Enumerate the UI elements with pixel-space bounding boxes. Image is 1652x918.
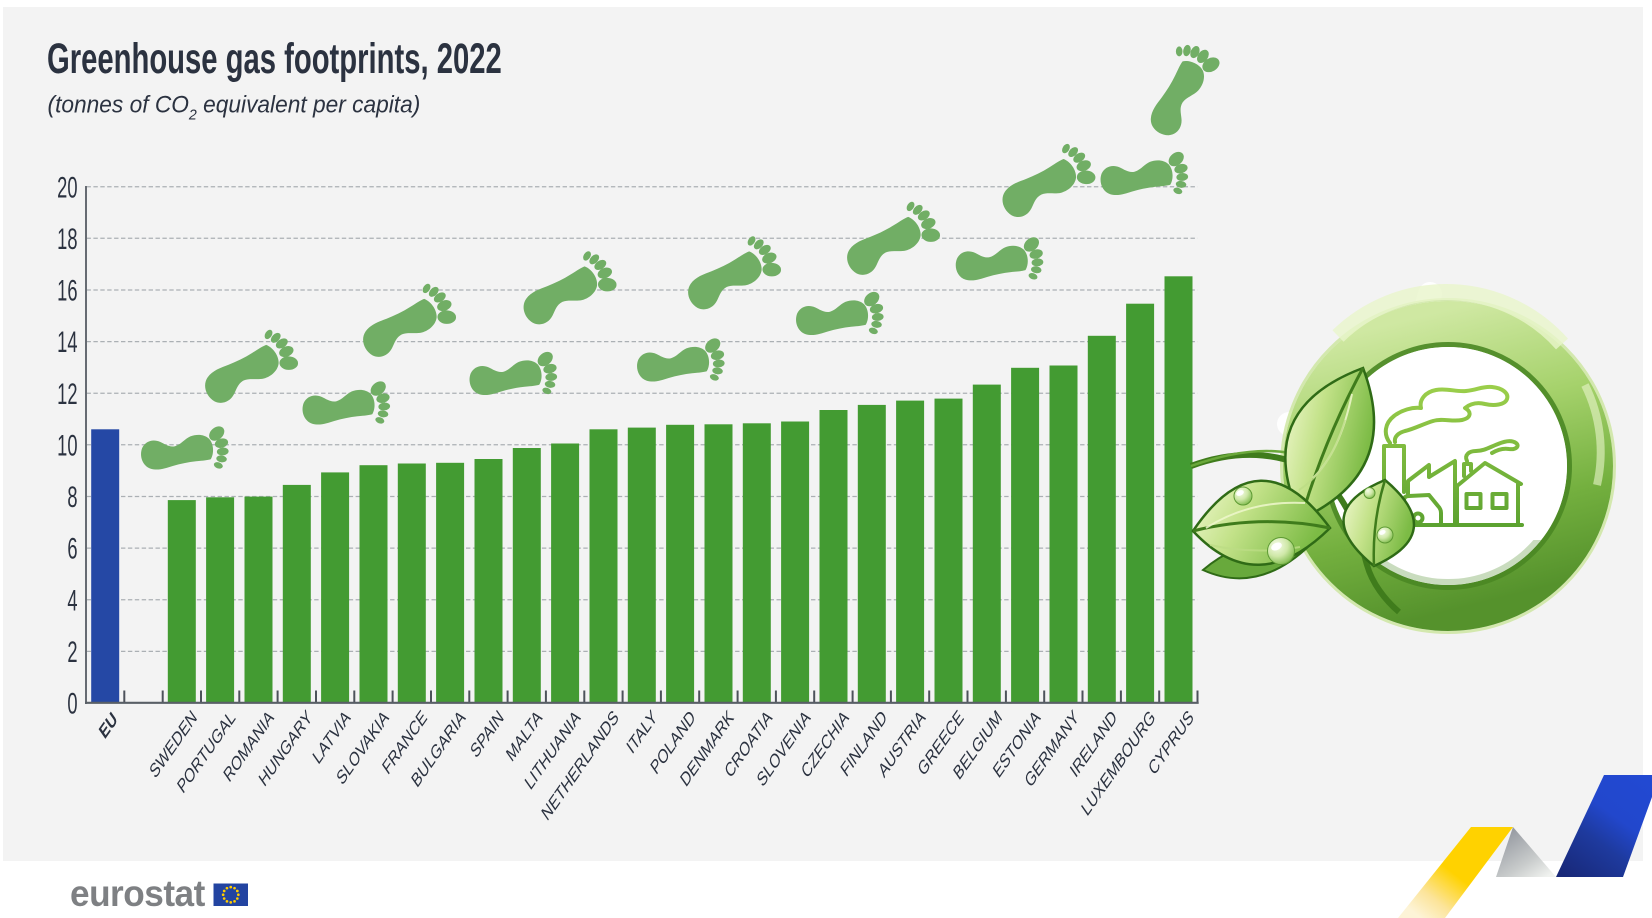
svg-text:Greenhouse gas footprints, 202: Greenhouse gas footprints, 2022 [47,34,502,82]
svg-text:0: 0 [67,688,77,720]
svg-text:12: 12 [57,379,77,411]
svg-text:10: 10 [57,430,77,462]
svg-text:6: 6 [67,533,77,565]
svg-text:16: 16 [57,275,77,307]
svg-text:8: 8 [67,482,77,514]
svg-text:4: 4 [67,585,77,617]
svg-text:20: 20 [57,172,77,204]
svg-text:18: 18 [57,224,77,256]
svg-text:14: 14 [57,327,77,359]
svg-text:2: 2 [67,637,77,669]
svg-text:eurostat: eurostat [70,872,205,914]
